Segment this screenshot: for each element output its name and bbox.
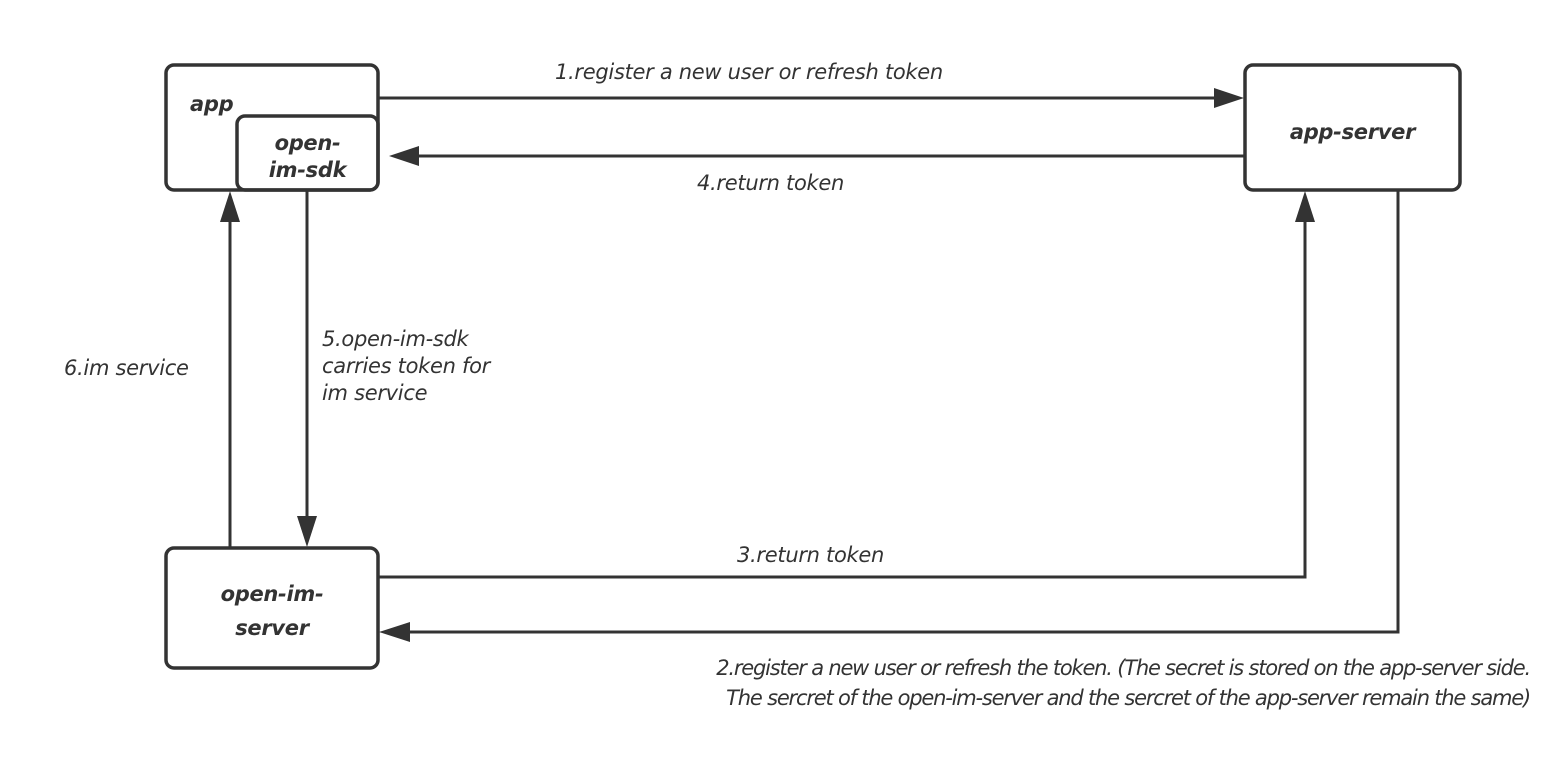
arrow-2: [410, 190, 1400, 634]
open-im-server-box: [164, 546, 380, 670]
edge-4-label: 4.return token: [697, 171, 845, 195]
arrow-2-head: [379, 622, 410, 642]
app-server-box: [1243, 63, 1462, 192]
open-im-server-label-line2: server: [235, 616, 309, 640]
edge-6-label: 6.im service: [64, 356, 189, 380]
arrow-6-head: [220, 191, 240, 222]
open-im-sdk-label: open- im-sdk: [237, 130, 378, 184]
arrow-5-head: [297, 516, 317, 547]
open-im-sdk-label-line1: open-: [274, 131, 341, 155]
arrow-1-head: [1214, 88, 1244, 108]
edge-5-label-line3: im service: [322, 381, 428, 405]
edge-1-label: 1.register a new user or refresh token: [555, 60, 943, 84]
edge-5-label-line1: 5.open-im-sdk: [322, 327, 469, 351]
edge-2-label-line2: The sercret of the open-im-server and th…: [726, 686, 1531, 710]
open-im-sdk-label-line2: im-sdk: [268, 158, 347, 182]
edge-2-label-line1: 2.register a new user or refresh the tok…: [716, 656, 1531, 680]
edge-3-label: 3.return token: [737, 543, 885, 567]
edge-2-label: 2.register a new user or refresh the tok…: [716, 653, 1531, 713]
app-label: app: [190, 92, 234, 116]
edge-5-label-line2: carries token for: [322, 354, 490, 378]
arrow-4-head: [389, 146, 419, 166]
edge-5-label: 5.open-im-sdk carries token for im servi…: [322, 326, 490, 407]
app-server-label: app-server: [1289, 120, 1416, 144]
open-im-server-label-line1: open-im-: [220, 582, 324, 606]
arrow-3: [378, 220, 1307, 579]
arrow-3-head: [1295, 191, 1315, 222]
open-im-server-label: open-im- server: [166, 577, 378, 645]
